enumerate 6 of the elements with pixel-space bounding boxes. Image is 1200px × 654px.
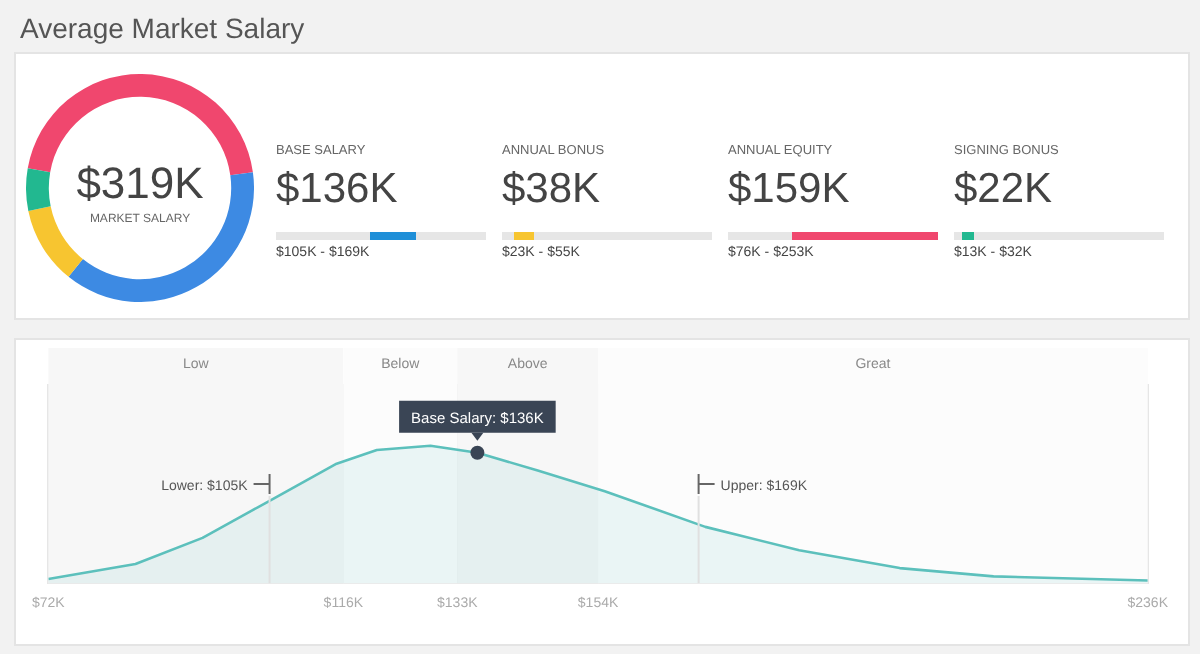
text: $319K [76,158,205,208]
text: $38K [502,166,603,214]
text: $136K [276,166,400,214]
chart-title: Average Market Salary [20,12,305,44]
text: $22K [954,166,1055,214]
text: $159K [728,166,852,214]
